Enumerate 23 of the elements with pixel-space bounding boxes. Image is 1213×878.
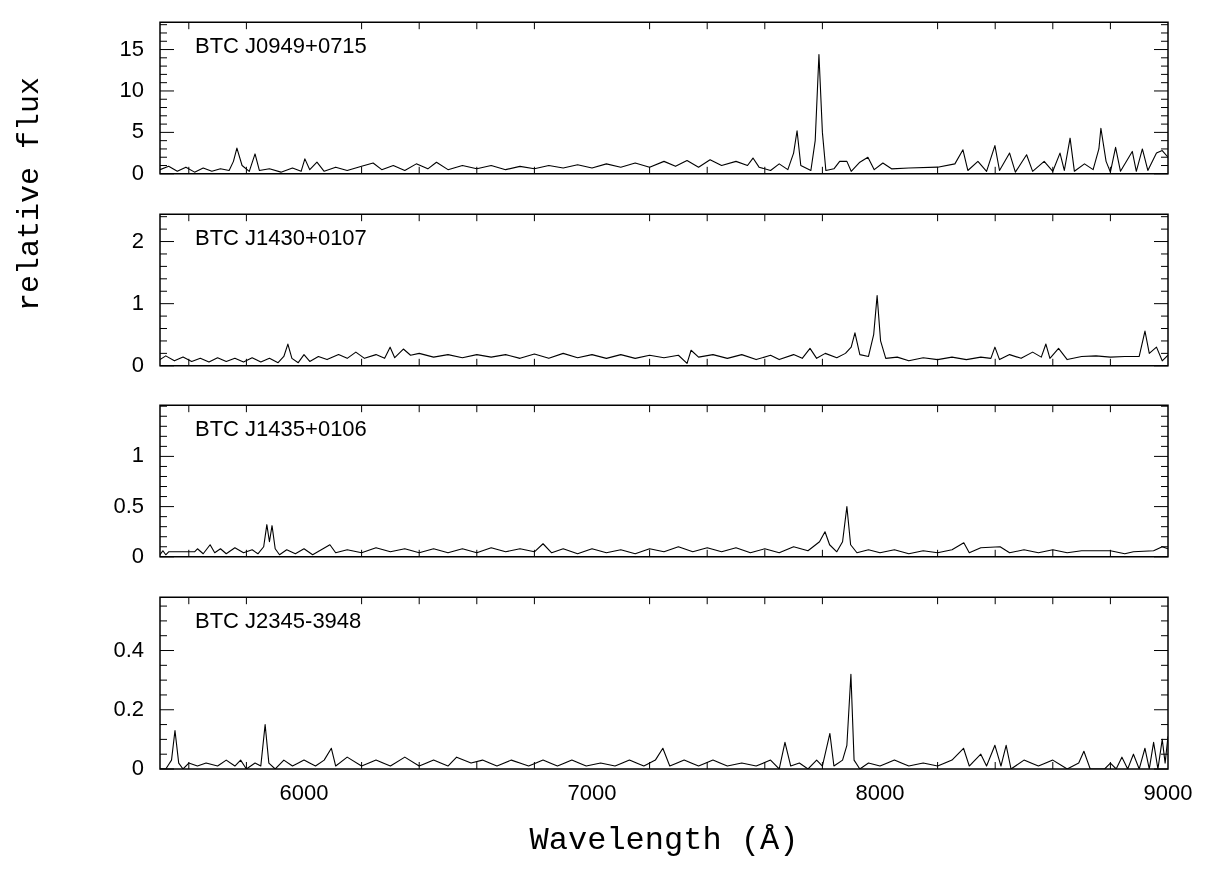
y-tick-label: 0 <box>131 542 144 568</box>
y-axis-title: relative flux <box>13 76 47 311</box>
x-tick-label: 9000 <box>1143 779 1193 805</box>
y-tick-label: 0.4 <box>113 636 144 662</box>
y-tick-label: 5 <box>131 118 144 144</box>
y-tick-label: 2 <box>131 227 144 253</box>
y-tick-label: 1 <box>131 442 144 468</box>
text: BTC J1430+0107 <box>195 224 367 250</box>
y-tick-label: 0 <box>131 754 144 780</box>
y-tick-label: 1 <box>131 289 144 315</box>
y-tick-label: 15 <box>119 35 144 61</box>
text: BTC J1435+0106 <box>195 416 367 442</box>
y-tick-label: 0 <box>131 351 144 377</box>
y-tick-label: 0.5 <box>113 492 144 518</box>
y-tick-label: 0 <box>131 159 144 185</box>
text: BTC J0949+0715 <box>195 33 367 59</box>
x-tick-label: 7000 <box>567 779 617 805</box>
text: BTC J2345-3948 <box>195 607 362 633</box>
x-axis-title: Wavelength (Å) <box>529 821 799 859</box>
y-tick-label: 0.2 <box>113 695 144 721</box>
x-tick-label: 6000 <box>279 779 329 805</box>
y-tick-label: 10 <box>119 77 144 103</box>
x-tick-label: 8000 <box>855 779 905 805</box>
